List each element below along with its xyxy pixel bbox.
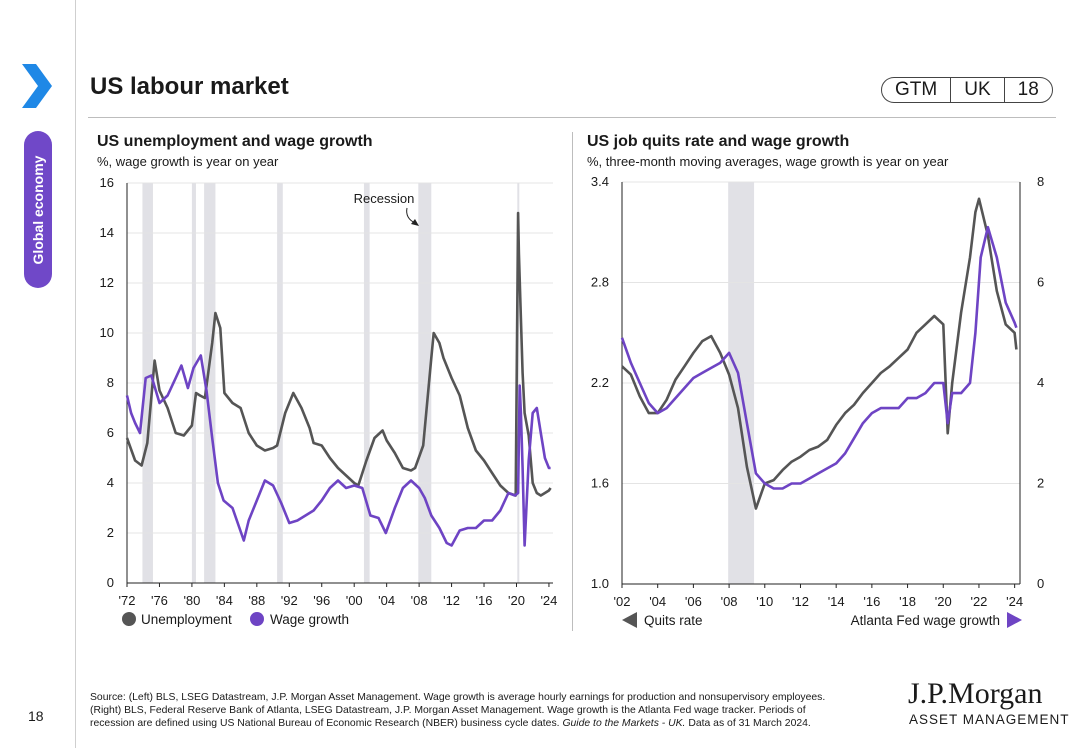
- x-tick-label: '20: [508, 593, 525, 608]
- gtm-badge: GTM UK 18: [881, 77, 1053, 103]
- x-tick-label: '76: [151, 593, 168, 608]
- y-tick-label: 12: [100, 275, 114, 290]
- x-tick-label: '84: [216, 593, 233, 608]
- recession-annotation: Recession: [354, 191, 415, 206]
- source-line-1: Source: (Left) BLS, LSEG Datastream, J.P…: [90, 692, 826, 703]
- legend-wage-swatch: [250, 612, 264, 626]
- source-line-3b: Guide to the Markets - UK.: [562, 718, 686, 729]
- right-chart-title: US job quits rate and wage growth: [587, 133, 850, 150]
- right-chart-subtitle: %, three-month moving averages, wage gro…: [587, 154, 949, 169]
- x-tick-label: '24: [540, 593, 557, 608]
- x-tick-label: '72: [119, 593, 136, 608]
- badge-gtm: GTM: [882, 78, 952, 102]
- y-tick-label: 8: [107, 375, 114, 390]
- annotation-arrowhead: [411, 219, 419, 226]
- x-tick-label: '92: [281, 593, 298, 608]
- source-line-3: recession are defined using US National …: [90, 717, 890, 730]
- jpmorgan-logo: J.P.Morgan: [908, 677, 1043, 710]
- x-tick-label: '96: [313, 593, 330, 608]
- y-tick-label: 6: [107, 425, 114, 440]
- badge-region: UK: [951, 78, 1005, 102]
- chart-divider: [572, 132, 573, 631]
- source-line-3c: Data as of 31 March 2024.: [685, 718, 811, 729]
- y-tick-label: 0: [107, 575, 114, 590]
- page-title: US labour market: [90, 73, 289, 100]
- unemployment-line: [125, 211, 552, 497]
- x-tick-label: '04: [378, 593, 395, 608]
- y-tick-label: 16: [100, 175, 114, 190]
- x-tick-label: '80: [183, 593, 200, 608]
- x-tick-label: '16: [476, 593, 493, 608]
- y-tick-label: 10: [100, 325, 114, 340]
- chevron-right-icon: [22, 64, 52, 108]
- x-tick-label: '88: [248, 593, 265, 608]
- asset-management-logo: ASSET MANAGEMENT: [909, 712, 1070, 727]
- left-chart-title: US unemployment and wage growth: [97, 133, 373, 150]
- badge-page: 18: [1017, 79, 1039, 100]
- legend-unemployment-swatch: [122, 612, 136, 626]
- y-tick-label: 4: [107, 475, 114, 490]
- legend-unemployment-label: Unemployment: [141, 612, 232, 627]
- header-divider: [88, 117, 1056, 118]
- y-tick-label: 14: [100, 225, 114, 240]
- source-line-3a: recession are defined using US National …: [90, 718, 563, 729]
- sidebar-divider: [75, 0, 76, 748]
- y-tick-label: 2: [107, 525, 114, 540]
- legend-wage-label: Wage growth: [270, 612, 349, 627]
- source-line-2: (Right) BLS, Federal Reserve Bank of Atl…: [90, 705, 806, 716]
- source-note: Source: (Left) BLS, LSEG Datastream, J.P…: [90, 691, 890, 730]
- x-tick-label: '00: [346, 593, 363, 608]
- x-tick-label: '12: [443, 593, 460, 608]
- x-tick-label: '08: [411, 593, 428, 608]
- wage-growth-line: [125, 354, 551, 547]
- section-tab[interactable]: Global economy: [24, 131, 52, 288]
- left-chart-subtitle: %, wage growth is year on year: [97, 154, 279, 169]
- page-number: 18: [28, 708, 44, 724]
